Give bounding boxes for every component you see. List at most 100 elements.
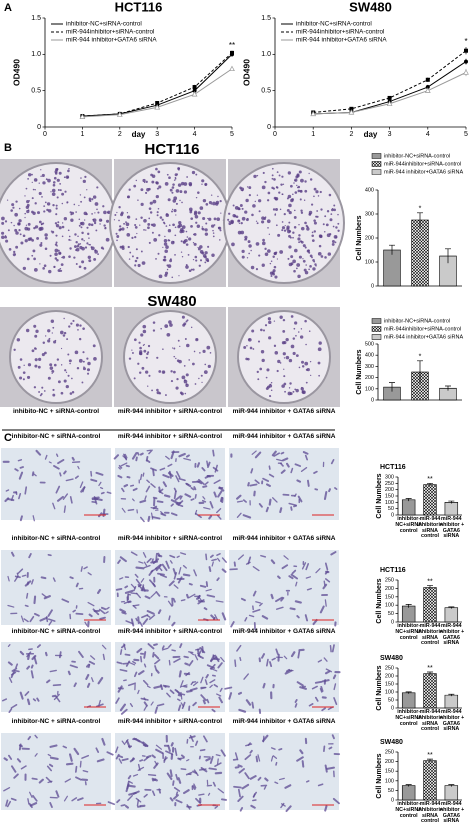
cell xyxy=(152,468,155,477)
colony xyxy=(237,219,241,223)
y-tick-label: 1.5 xyxy=(31,15,41,22)
colony xyxy=(134,264,137,267)
colony xyxy=(286,227,290,231)
cell xyxy=(279,462,284,467)
colony xyxy=(18,219,22,223)
well-photo xyxy=(1,448,112,522)
well-photo xyxy=(229,733,341,813)
colony xyxy=(126,233,131,237)
colony xyxy=(145,229,147,231)
cell xyxy=(136,647,143,654)
cell xyxy=(202,485,208,488)
colony xyxy=(33,257,36,261)
cell xyxy=(73,747,80,756)
cell xyxy=(30,664,34,669)
colony xyxy=(161,218,164,221)
cell xyxy=(202,699,206,705)
colony xyxy=(197,246,199,249)
legend-swatch xyxy=(371,334,382,340)
colony xyxy=(118,205,121,209)
cell xyxy=(34,734,38,739)
colony xyxy=(262,171,265,175)
colony xyxy=(202,349,206,353)
cell xyxy=(216,758,219,765)
colony xyxy=(300,328,303,330)
colony xyxy=(274,197,279,201)
colony xyxy=(47,339,51,343)
cell xyxy=(139,759,144,762)
cell xyxy=(29,791,33,798)
y-axis-label: Cell Numbers xyxy=(356,215,363,260)
cell xyxy=(146,479,150,484)
colony xyxy=(283,368,285,370)
cell xyxy=(143,705,148,711)
colony xyxy=(62,222,64,224)
cell xyxy=(261,615,269,620)
colony xyxy=(51,369,55,373)
y-tick-label: 0.5 xyxy=(261,88,271,95)
colony xyxy=(50,319,55,323)
colony xyxy=(57,188,60,191)
cell xyxy=(121,740,126,746)
colony xyxy=(313,219,316,222)
colony xyxy=(135,218,138,221)
colony xyxy=(156,391,160,395)
cell xyxy=(151,777,158,782)
well-photo xyxy=(224,642,341,714)
colony xyxy=(300,178,304,183)
colony xyxy=(67,229,70,232)
cell xyxy=(126,781,130,790)
cell xyxy=(18,744,23,748)
cell xyxy=(127,794,133,801)
colony xyxy=(79,243,82,245)
y-tick-label: 100 xyxy=(365,259,374,265)
cell xyxy=(130,592,138,595)
colony xyxy=(215,202,219,206)
cell xyxy=(153,643,158,647)
y-tick-label: 0 xyxy=(371,283,374,289)
cell xyxy=(304,614,309,622)
colony xyxy=(145,191,148,195)
colony xyxy=(86,357,89,360)
colony xyxy=(193,242,197,246)
colony xyxy=(271,167,274,170)
colony xyxy=(173,209,177,213)
colony xyxy=(163,239,168,243)
well-photo xyxy=(113,448,225,523)
colony xyxy=(94,212,96,214)
cell xyxy=(31,579,34,585)
cell xyxy=(254,451,262,459)
y-tick-label: 400 xyxy=(365,187,374,193)
cell xyxy=(278,777,285,781)
cell xyxy=(224,686,233,690)
colony xyxy=(289,382,292,385)
colony xyxy=(31,349,35,353)
colony xyxy=(210,194,213,196)
colony xyxy=(309,265,312,268)
cell xyxy=(157,554,163,558)
well-background xyxy=(229,550,339,625)
cell xyxy=(198,793,205,796)
colony xyxy=(304,361,309,366)
cell xyxy=(300,467,308,472)
colony xyxy=(261,241,266,246)
cell xyxy=(16,572,19,577)
cell xyxy=(120,644,126,649)
colony xyxy=(265,376,268,379)
well-caption: inhibitor-NC + siRNA-control xyxy=(11,718,101,725)
cell xyxy=(206,698,210,704)
colony xyxy=(300,190,302,192)
cell xyxy=(301,562,307,570)
colony xyxy=(283,375,286,378)
colony xyxy=(43,210,46,213)
colony xyxy=(282,318,286,322)
colony xyxy=(55,213,58,216)
colony xyxy=(39,263,41,265)
cell xyxy=(44,651,48,657)
cell xyxy=(47,618,56,622)
colony xyxy=(287,194,292,199)
series-line xyxy=(313,72,467,115)
cell xyxy=(52,577,56,582)
cell xyxy=(32,515,35,522)
cell xyxy=(175,773,179,781)
